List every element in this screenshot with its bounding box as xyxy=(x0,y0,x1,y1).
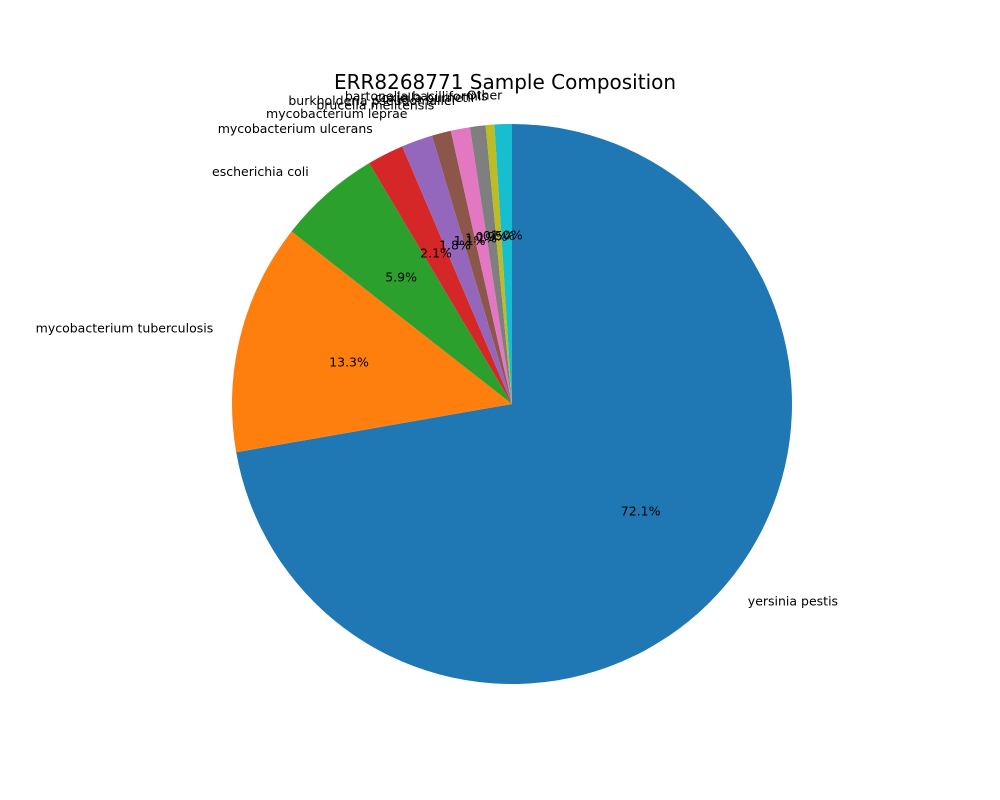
pie-slice-bartonella-bacilliformis xyxy=(485,124,512,404)
pie-slice-label: yersinia pestis xyxy=(748,594,838,609)
chart-title: ERR8268771 Sample Composition xyxy=(334,70,676,94)
pie-percent-label: 1.1% xyxy=(454,233,486,248)
pie-slice-yersinia-pestis xyxy=(236,124,792,684)
pie-slice-brucella-melitensis xyxy=(432,130,512,404)
pie-slice-label: bartonella bacilliformis xyxy=(345,88,488,103)
pie-slices xyxy=(232,124,792,684)
pie-percent-label: 1.8% xyxy=(439,237,471,252)
pie-slice-other xyxy=(494,124,512,404)
pie-slice-burkholderia-pseudomallei xyxy=(450,127,512,404)
pie-percent-label: 0.9% xyxy=(476,229,508,244)
pie-slice-label: burkholderia pseudomallei xyxy=(288,93,455,108)
pie-slice-mycobacterium-tuberculosis xyxy=(232,231,513,453)
pie-slice-mycobacterium-ulcerans xyxy=(369,146,512,405)
pie-slice-coxiella-burnetii xyxy=(469,125,512,405)
pie-percent-label: 1.0% xyxy=(491,228,523,243)
pie-slice-mycobacterium-leprae xyxy=(402,135,512,405)
pie-slice-label: mycobacterium leprae xyxy=(266,106,408,121)
pie-percent-label: 13.3% xyxy=(329,355,369,370)
pie-slice-escherichia-coli xyxy=(291,163,512,404)
pie-percent-label: 1.1% xyxy=(465,230,497,245)
pie-slice-label: Other xyxy=(467,88,503,103)
pie-slice-label: coxiella burnetii xyxy=(375,90,475,105)
pie-slice-label: escherichia coli xyxy=(212,164,309,179)
pie-slice-labels: yersinia pestis mycobacterium tuberculosi… xyxy=(36,88,838,609)
pie-slice-label: mycobacterium tuberculosis xyxy=(36,321,214,336)
pie-percent-label: 2.1% xyxy=(420,246,452,261)
pie-slice-label: brucella melitensis xyxy=(316,97,434,112)
pie-percent-label: 5.9% xyxy=(385,269,417,284)
pie-slice-label: mycobacterium ulcerans xyxy=(218,121,373,136)
pie-percent-label: 72.1% xyxy=(621,504,661,519)
pie-percent-labels: 72.1% 13.3% 5.9%2.1%1.8%1.1%1.1%0.9%0.5%1.… xyxy=(329,228,660,519)
pie-percent-label: 0.5% xyxy=(483,228,515,243)
